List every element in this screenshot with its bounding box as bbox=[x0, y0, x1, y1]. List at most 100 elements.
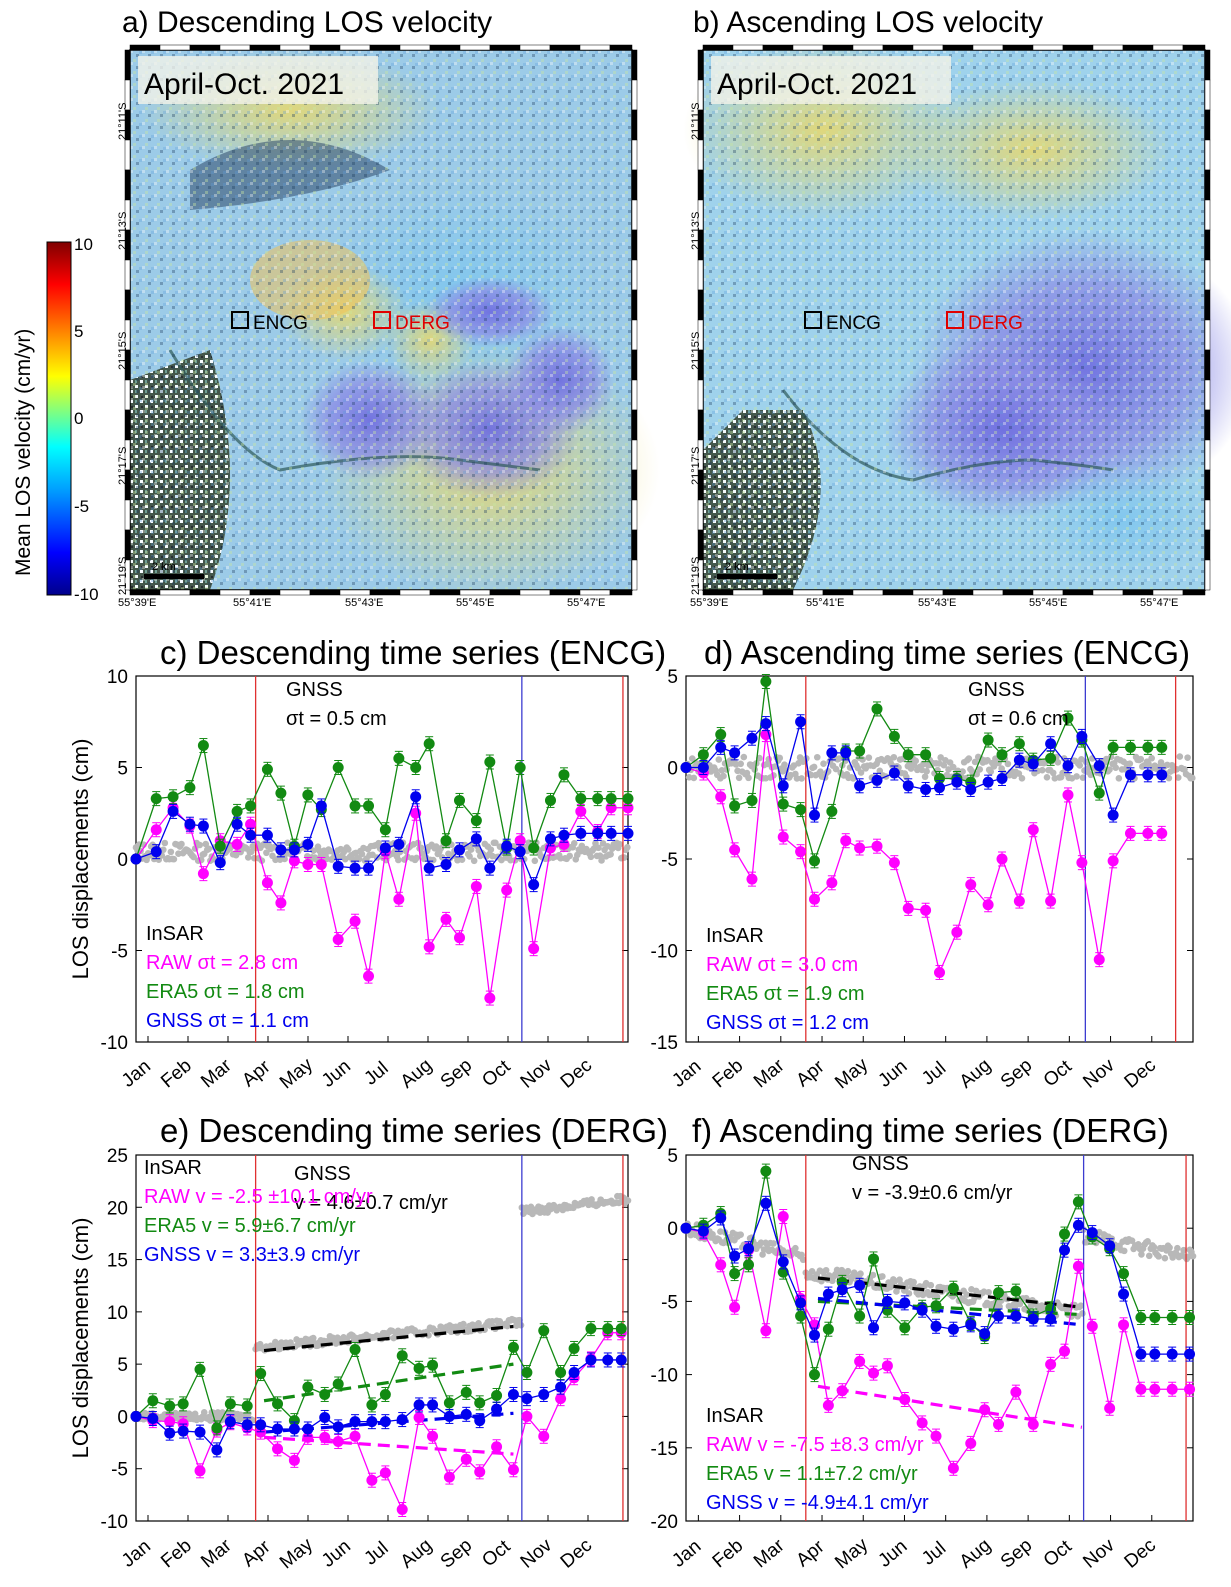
frame-segment bbox=[1204, 409, 1211, 441]
data-point bbox=[224, 1398, 236, 1410]
data-point bbox=[729, 1250, 741, 1262]
gnss-daily-point bbox=[690, 774, 698, 782]
data-point bbox=[746, 732, 758, 744]
map-panel-ascending: b) Ascending LOS velocity April-Oct. 202… bbox=[683, 6, 1231, 609]
station-marker-encg bbox=[804, 311, 822, 329]
frame-segment bbox=[762, 589, 794, 596]
data-point bbox=[470, 880, 482, 892]
data-point bbox=[1076, 857, 1088, 869]
gnss-daily-point bbox=[1128, 1237, 1136, 1244]
data-point bbox=[1013, 738, 1025, 750]
data-point bbox=[902, 780, 914, 792]
frame-segment bbox=[124, 529, 131, 561]
frame-segment bbox=[732, 44, 764, 51]
data-point bbox=[920, 783, 932, 795]
gnss-daily-point bbox=[1174, 774, 1182, 781]
gnss-daily-point bbox=[1049, 769, 1057, 777]
data-point bbox=[888, 730, 900, 742]
data-point bbox=[1156, 741, 1168, 753]
gnss-daily-point bbox=[263, 849, 270, 857]
gnss-annotation: GNSS bbox=[968, 679, 1025, 701]
colorbar-tick-label: 0 bbox=[74, 409, 83, 428]
data-point bbox=[440, 913, 452, 925]
data-point bbox=[443, 1471, 455, 1483]
data-point bbox=[982, 899, 994, 911]
frame-segment bbox=[519, 44, 551, 51]
data-point bbox=[211, 1444, 223, 1456]
data-point bbox=[1124, 741, 1136, 753]
gnss-daily-point bbox=[620, 854, 628, 861]
data-point bbox=[1166, 1312, 1178, 1324]
data-point bbox=[302, 838, 314, 850]
time-series-panel-c: c) Descending time series (ENCG) 10 5 0 -5 -1… bbox=[68, 634, 666, 1093]
x-tick-label: Jul bbox=[360, 1538, 392, 1570]
lat-tick-label: 21°15'S bbox=[690, 332, 702, 370]
data-point bbox=[197, 868, 209, 880]
data-point bbox=[366, 1474, 378, 1486]
gnss-daily-point bbox=[910, 1278, 917, 1286]
legend-entry: ERA5 σt = 1.9 cm bbox=[706, 983, 865, 1005]
frame-segment bbox=[1204, 349, 1211, 381]
gnss-daily-point bbox=[976, 766, 984, 773]
chart-title: e) Descending time series (DERG) bbox=[160, 1112, 668, 1149]
data-point bbox=[272, 1398, 284, 1410]
y-tick-label: 10 bbox=[107, 1303, 128, 1324]
colorbar-tick-label: -5 bbox=[74, 497, 89, 516]
scale-bar-label: 2 km bbox=[725, 561, 749, 573]
x-tick-label: Jul bbox=[360, 1058, 392, 1090]
lon-tick-label: 55°41'E bbox=[806, 597, 844, 609]
gnss-daily-point bbox=[745, 774, 752, 782]
time-series-panel-f: f) Ascending time series (DERG) 5 0 -5 -10 -1… bbox=[651, 1112, 1197, 1573]
data-point bbox=[760, 1197, 772, 1209]
x-tick-label: Aug bbox=[956, 1055, 995, 1093]
x-tick-label: Sep bbox=[997, 1535, 1036, 1573]
frame-segment bbox=[792, 44, 824, 51]
lat-tick-label: 21°11'S bbox=[117, 103, 129, 141]
frame-segment bbox=[631, 499, 638, 531]
gnss-daily-point bbox=[1138, 1251, 1145, 1258]
gnss-daily-point bbox=[375, 839, 382, 847]
data-point bbox=[332, 762, 344, 773]
y-axis-label: LOS displacements (cm) bbox=[68, 1218, 93, 1459]
data-point bbox=[245, 818, 257, 830]
legend-entry: RAW σt = 2.8 cm bbox=[146, 952, 298, 974]
gnss-daily-point bbox=[1015, 770, 1023, 777]
colorbar-tick-label: -10 bbox=[74, 585, 99, 604]
data-point bbox=[1072, 1219, 1084, 1231]
data-point bbox=[177, 1425, 189, 1437]
lon-tick-label: 55°47'E bbox=[567, 597, 605, 609]
data-point bbox=[440, 858, 452, 870]
data-point bbox=[288, 1454, 300, 1466]
data-point bbox=[934, 772, 945, 784]
legend-entry: ERA5 v = 1.1±7.2 cm/yr bbox=[706, 1463, 918, 1485]
data-point bbox=[729, 844, 741, 856]
frame-segment bbox=[822, 589, 854, 596]
data-point bbox=[393, 752, 405, 764]
data-point bbox=[423, 862, 435, 874]
data-point bbox=[1072, 1196, 1084, 1208]
frame-segment bbox=[631, 559, 638, 591]
data-point bbox=[275, 787, 287, 799]
data-point bbox=[255, 1419, 267, 1431]
y-tick-label: -5 bbox=[661, 850, 678, 871]
lon-tick-label: 55°43'E bbox=[918, 597, 956, 609]
data-point bbox=[1059, 1228, 1071, 1240]
data-point bbox=[1045, 752, 1057, 764]
series-raw bbox=[680, 1208, 1196, 1476]
frame-segment bbox=[124, 559, 131, 591]
gnss-daily-point bbox=[607, 850, 614, 858]
gnss-daily-point bbox=[458, 856, 466, 863]
gnss-daily-point bbox=[1145, 1252, 1153, 1260]
station-marker-derg bbox=[373, 311, 391, 329]
gnss-daily-point bbox=[923, 768, 930, 775]
gnss-daily-point bbox=[598, 857, 605, 864]
x-tick-label: Sep bbox=[997, 1055, 1036, 1093]
data-point bbox=[795, 1310, 807, 1322]
data-point bbox=[363, 970, 375, 982]
data-point bbox=[1086, 1227, 1098, 1239]
data-point bbox=[934, 966, 945, 978]
data-point bbox=[888, 857, 900, 869]
lat-tick-label: 21°17'S bbox=[117, 447, 129, 485]
gnss-daily-point bbox=[762, 1239, 769, 1247]
